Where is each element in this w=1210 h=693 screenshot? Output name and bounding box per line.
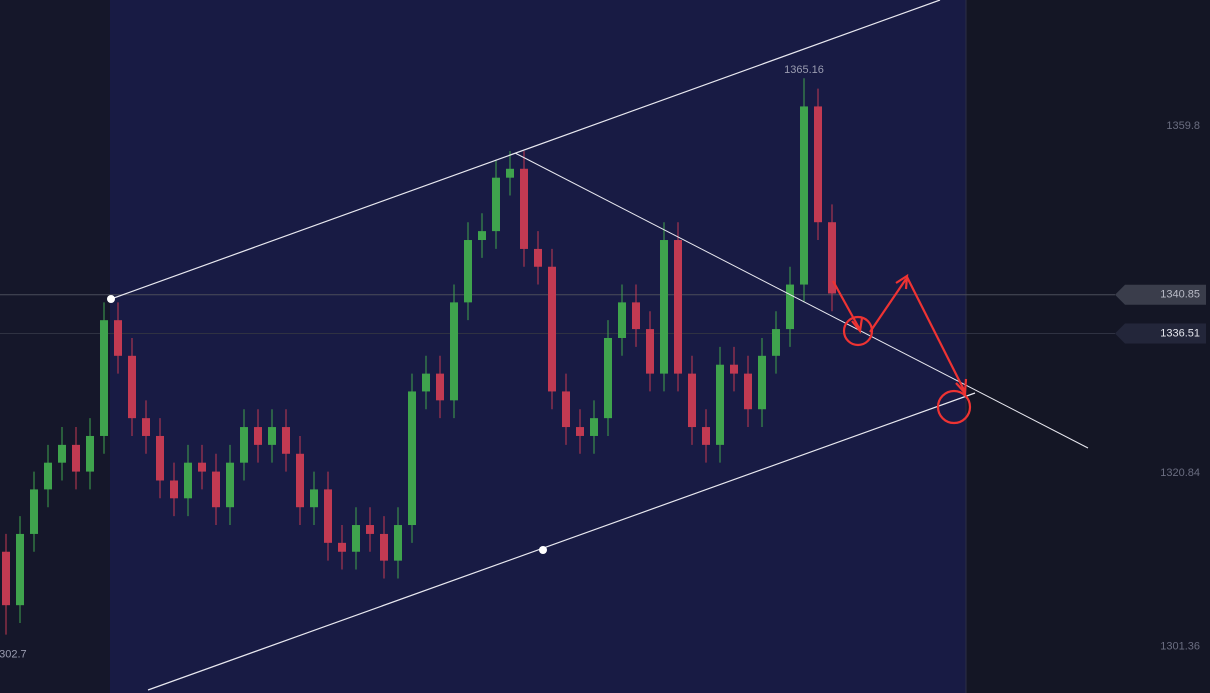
candle-body — [366, 525, 374, 534]
circle-marker — [842, 315, 874, 347]
candle-body — [380, 533, 388, 561]
candle-body — [422, 373, 430, 392]
candle-body — [282, 427, 290, 454]
candle-body — [212, 471, 220, 508]
arrow — [869, 278, 907, 333]
candle-body — [632, 302, 640, 330]
candle-body — [2, 551, 10, 606]
price-label: 1340.85 — [1160, 289, 1200, 301]
candle-body — [30, 489, 38, 534]
y-tick-label: 1301.36 — [1160, 640, 1200, 652]
candle-body — [310, 489, 318, 508]
candle-body — [16, 533, 24, 606]
candle-body — [744, 373, 752, 410]
candle-body — [464, 240, 472, 303]
candle-body — [688, 373, 696, 428]
candle-body — [450, 302, 458, 401]
candle-body — [352, 525, 360, 552]
arrow — [906, 276, 965, 391]
candle-body — [184, 462, 192, 499]
candle-body — [296, 453, 304, 508]
candle-body — [198, 462, 206, 472]
candle-body — [478, 231, 486, 241]
price-label-box — [1115, 284, 1206, 305]
candle-body — [562, 391, 570, 428]
candle-body — [814, 106, 822, 223]
drawings — [107, 0, 1089, 691]
candle-body — [786, 284, 794, 330]
circle-marker — [936, 389, 972, 425]
candle-body — [44, 462, 52, 490]
y-tick-label: 1359.8 — [1166, 120, 1200, 132]
arrow-head — [955, 378, 968, 396]
candle-body — [520, 168, 528, 249]
candle-body — [72, 444, 80, 472]
candle-body — [674, 240, 682, 374]
candle-body — [492, 177, 500, 232]
candle-body — [534, 248, 542, 267]
arrows — [832, 273, 972, 425]
price-axis: 1359.8 1320.84 1301.36 1340.85 1336.51 — [1115, 120, 1206, 652]
candle-body — [828, 222, 836, 294]
price-label-box — [1115, 323, 1206, 344]
arrow-head — [895, 273, 909, 290]
arrow — [832, 280, 860, 329]
price-label: 1336.51 — [1160, 327, 1200, 339]
channel-lower — [147, 392, 976, 691]
candle-body — [394, 525, 402, 561]
candle-body — [240, 427, 248, 463]
candle-body — [142, 418, 150, 436]
candle-body — [716, 364, 724, 445]
y-tick-label: 1320.84 — [1160, 467, 1200, 479]
candle-body — [58, 444, 66, 463]
candle-body — [730, 364, 738, 374]
candle-body — [170, 480, 178, 499]
plot-area: 1365.16 1302.7 — [0, 64, 1115, 660]
candle-body — [86, 435, 94, 472]
candle-body — [128, 355, 136, 419]
candle-body — [268, 427, 276, 445]
arrow-head — [851, 317, 864, 334]
candle-body — [436, 373, 444, 401]
candle-body — [226, 462, 234, 508]
candle-body — [324, 489, 332, 543]
candle-body — [114, 320, 122, 356]
candle-body — [576, 427, 584, 436]
candle-body — [800, 106, 808, 285]
candle-body — [618, 302, 626, 338]
candle-body — [758, 355, 766, 410]
anchor-point[interactable] — [107, 295, 115, 303]
candle-body — [100, 320, 108, 436]
trend-line — [514, 152, 1089, 449]
candle-body — [604, 337, 612, 419]
candle-body — [506, 168, 514, 178]
candle-body — [646, 329, 654, 374]
candle-body — [702, 427, 710, 445]
candle-body — [772, 329, 780, 356]
candle-body — [660, 240, 668, 374]
extreme-label: 1302.7 — [0, 648, 27, 660]
candle-body — [408, 391, 416, 526]
selection-range — [110, 0, 966, 693]
candle-body — [590, 418, 598, 436]
anchor-point[interactable] — [539, 546, 547, 554]
extreme-label: 1365.16 — [784, 64, 824, 76]
candle-body — [156, 435, 164, 481]
candle-body — [338, 542, 346, 552]
channel-upper — [110, 0, 941, 300]
candle-body — [548, 266, 556, 392]
candle-body — [254, 427, 262, 445]
